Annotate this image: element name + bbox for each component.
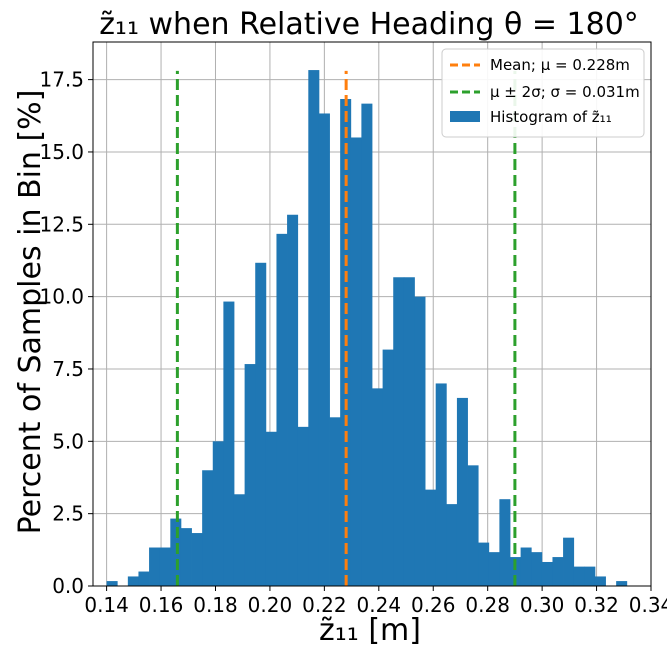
histogram-bar <box>488 552 500 586</box>
histogram-bar <box>191 533 203 586</box>
histogram-bar <box>393 277 405 586</box>
legend-band-label: μ ± 2σ; σ = 0.031m <box>490 83 640 101</box>
legend-mean-label: Mean; μ = 0.228m <box>490 56 630 74</box>
y-tick-label: 12.5 <box>39 212 84 236</box>
histogram-bar <box>361 103 373 587</box>
histogram-bar <box>425 489 437 586</box>
histogram-bar <box>223 301 235 586</box>
histogram-bar <box>244 364 256 586</box>
histogram-bar <box>531 552 543 586</box>
histogram-bar <box>149 547 161 586</box>
histogram-bar <box>616 581 628 586</box>
x-tick-label: 0.32 <box>574 593 619 617</box>
y-tick-label: 0.0 <box>52 574 84 598</box>
x-tick-label: 0.34 <box>629 593 667 617</box>
histogram-bar <box>308 70 320 586</box>
x-tick-label: 0.24 <box>357 593 402 617</box>
histogram-bar <box>350 137 362 586</box>
y-tick-label: 17.5 <box>39 68 84 92</box>
y-tick-label: 2.5 <box>52 502 84 526</box>
x-tick-label: 0.22 <box>302 593 347 617</box>
histogram-bar <box>499 499 511 586</box>
histogram-bar <box>297 426 309 586</box>
histogram-bar <box>212 441 224 586</box>
legend-hist-label: Histogram of z̃₁₁ <box>490 108 612 126</box>
histogram-bar <box>159 547 171 586</box>
histogram-bar <box>287 214 299 586</box>
plot-frame <box>92 41 652 587</box>
histogram-bar <box>202 470 214 586</box>
x-tick-label: 0.18 <box>193 593 238 617</box>
histogram-bar <box>233 494 246 586</box>
y-tick-label: 5.0 <box>52 429 84 453</box>
x-tick-labels: 0.14 0.16 0.18 0.20 0.22 0.24 0.26 0.28 0.30 0.32… <box>84 586 667 617</box>
histogram-bar <box>510 557 522 586</box>
x-tick-label: 0.30 <box>520 593 565 617</box>
histogram-bar <box>446 504 458 586</box>
histogram-bar <box>127 576 139 586</box>
histogram-bar <box>541 561 553 586</box>
y-tick-label: 15.0 <box>39 140 84 164</box>
histogram-bar <box>255 262 267 586</box>
histogram-bar <box>467 465 479 586</box>
reference-lines <box>175 70 517 586</box>
x-tick-label: 0.28 <box>465 593 510 617</box>
histogram-bar <box>435 383 447 586</box>
histogram-bar <box>372 388 384 586</box>
histogram-bar <box>456 397 468 586</box>
histogram-bar <box>584 566 596 586</box>
y-tick-label: 7.5 <box>52 357 84 381</box>
legend-hist-swatch <box>450 111 480 122</box>
histogram-bar <box>403 277 415 586</box>
histogram-bar <box>552 557 564 586</box>
histogram-bar <box>414 296 426 586</box>
x-tick-label: 0.26 <box>411 593 456 617</box>
histogram-bar <box>520 547 532 586</box>
histogram-bar <box>170 518 182 586</box>
legend-box <box>441 48 645 138</box>
histogram-bar <box>563 537 575 586</box>
histogram-bars <box>106 70 628 587</box>
histogram-bar <box>138 571 150 586</box>
x-tick-label: 0.16 <box>139 593 184 617</box>
legend: Mean; μ = 0.228m μ ± 2σ; σ = 0.031m Hist… <box>441 48 645 138</box>
y-tick-label: 10.0 <box>39 285 84 309</box>
x-tick-label: 0.14 <box>84 593 129 617</box>
histogram-bar <box>329 417 341 586</box>
histogram-bar <box>478 542 490 586</box>
x-axis-label: z̃₁₁ [m] <box>319 613 421 648</box>
histogram-bar <box>573 566 585 586</box>
histogram-bar <box>276 233 288 586</box>
y-tick-labels: 0.0 2.5 5.0 7.5 10.0 12.5 15.0 17.5 <box>39 68 93 598</box>
histogram-bar <box>382 349 394 586</box>
histogram-bar <box>318 113 330 586</box>
y-axis-label: Percent of Samples in Bin [%] <box>13 90 48 535</box>
histogram-bar <box>265 431 277 586</box>
chart-title: z̃₁₁ when Relative Heading θ = 180° <box>99 7 639 42</box>
histogram-bar <box>106 581 118 586</box>
histogram-bar <box>180 528 192 586</box>
x-tick-label: 0.20 <box>248 593 293 617</box>
histogram-bar <box>594 576 606 586</box>
